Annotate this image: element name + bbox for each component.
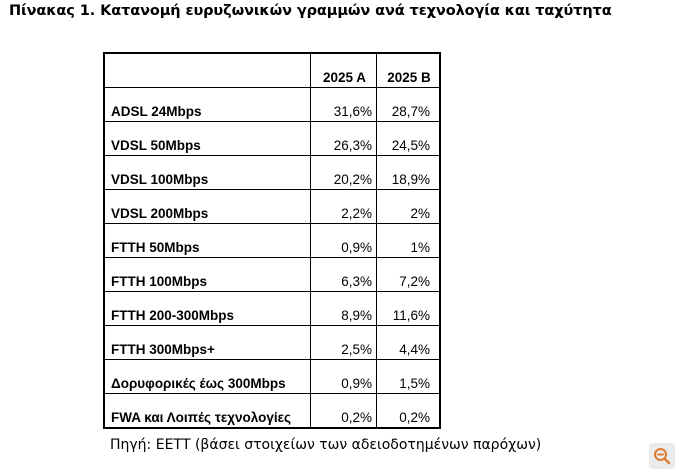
row-label: FTTH 300Mbps+ [104,325,311,360]
cell-2025b: 1% [376,223,440,258]
cell-2025b: 7,2% [376,257,440,292]
table-row: VDSL 200Mbps 2,2% 2% [104,189,440,224]
table-row: FTTH 100Mbps 6,3% 7,2% [104,257,440,292]
table-row: Δορυφορικές έως 300Mbps 0,9% 1,5% [104,359,440,394]
cell-2025a: 26,3% [310,121,377,156]
cell-2025b: 0,2% [376,393,440,428]
cell-2025b: 4,4% [376,325,440,360]
row-label: FTTH 100Mbps [104,257,311,292]
table-row: VDSL 50Mbps 26,3% 24,5% [104,121,440,156]
cell-2025a: 2,5% [310,325,377,360]
zoom-out-button[interactable] [649,443,675,469]
table-title: Πίνακας 1. Κατανομή ευρυζωνικών γραμμών … [9,3,612,19]
row-label: VDSL 100Mbps [104,155,311,190]
row-label: ADSL 24Mbps [104,87,311,122]
table-row: FWA και Λοιπές τεχνολογίες 0,2% 0,2% [104,393,440,428]
cell-2025a: 0,9% [310,359,377,394]
source-note: Πηγή: ΕΕΤΤ (βάσει στοιχείων των αδειοδοτ… [110,437,542,453]
row-label: Δορυφορικές έως 300Mbps [104,359,311,394]
table-row: FTTH 300Mbps+ 2,5% 4,4% [104,325,440,360]
cell-2025b: 11,6% [376,291,440,326]
table-header-row: 2025 A 2025 B [104,53,440,88]
cell-2025b: 2% [376,189,440,224]
zoom-out-icon [654,448,671,465]
row-label: FTTH 50Mbps [104,223,311,258]
header-corner-cell [104,53,311,88]
cell-2025a: 8,9% [310,291,377,326]
cell-2025a: 6,3% [310,257,377,292]
row-label: FWA και Λοιπές τεχνολογίες [104,393,311,428]
cell-2025a: 0,2% [310,393,377,428]
cell-2025a: 31,6% [310,87,377,122]
cell-2025a: 2,2% [310,189,377,224]
broadband-table: 2025 A 2025 B ADSL 24Mbps 31,6% 28,7% VD… [103,52,441,429]
table-row: ADSL 24Mbps 31,6% 28,7% [104,87,440,122]
cell-2025b: 28,7% [376,87,440,122]
cell-2025b: 24,5% [376,121,440,156]
cell-2025a: 0,9% [310,223,377,258]
cell-2025b: 1,5% [376,359,440,394]
table-row: VDSL 100Mbps 20,2% 18,9% [104,155,440,190]
table-row: FTTH 200-300Mbps 8,9% 11,6% [104,291,440,326]
table-row: FTTH 50Mbps 0,9% 1% [104,223,440,258]
column-header-2025a: 2025 A [310,53,377,88]
row-label: FTTH 200-300Mbps [104,291,311,326]
row-label: VDSL 200Mbps [104,189,311,224]
column-header-2025b: 2025 B [376,53,440,88]
cell-2025a: 20,2% [310,155,377,190]
cell-2025b: 18,9% [376,155,440,190]
row-label: VDSL 50Mbps [104,121,311,156]
